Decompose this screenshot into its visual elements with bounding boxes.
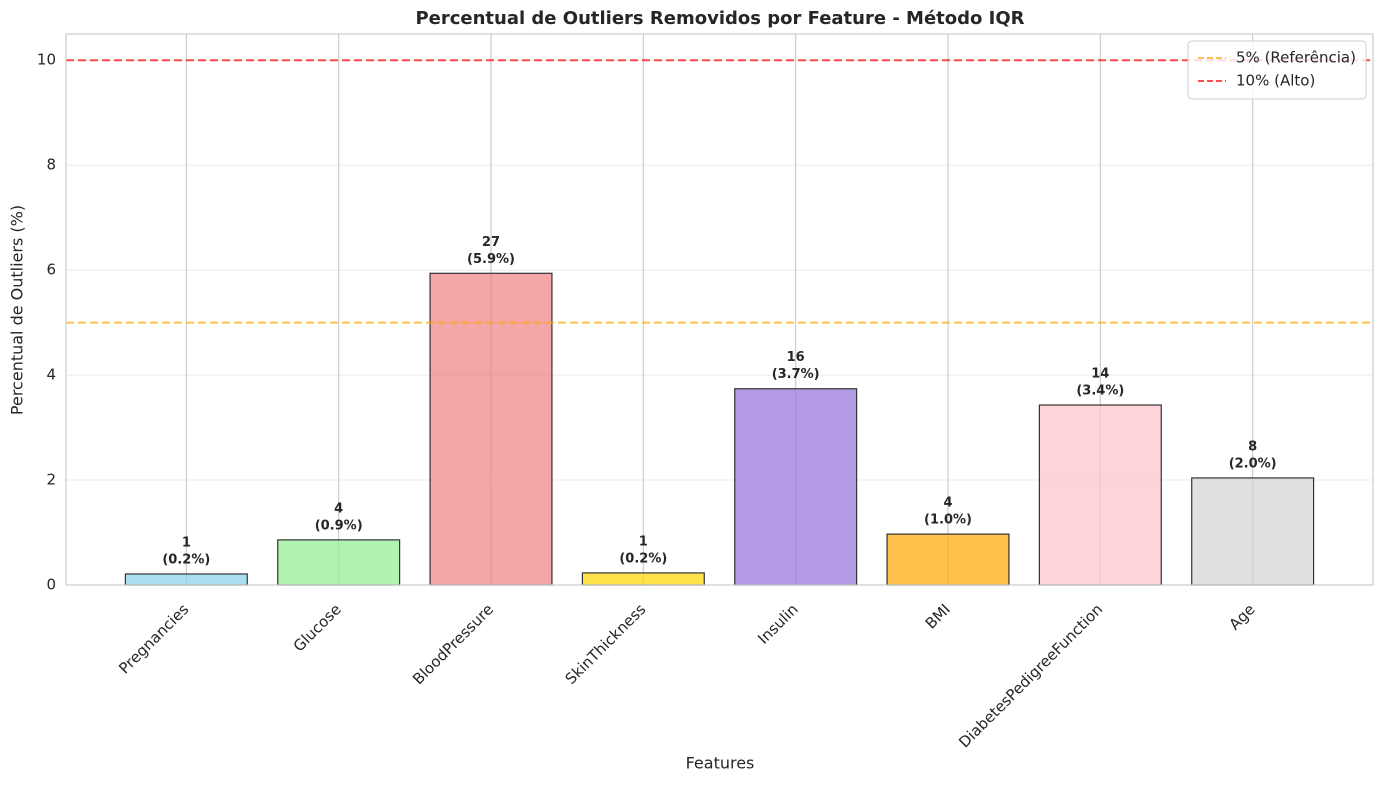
bar-value-label: (0.2%): [619, 551, 667, 566]
legend-label: 10% (Alto): [1236, 72, 1315, 90]
bar-count-label: 4: [334, 501, 343, 516]
legend-box: [1187, 40, 1367, 100]
x-axis-label: Features: [686, 754, 755, 773]
y-tick-label: 0: [46, 576, 56, 594]
bar-count-label: 1: [639, 534, 648, 549]
x-tick-label: Glucose: [290, 600, 345, 655]
bar: [1191, 477, 1315, 586]
legend-label: 5% (Referência): [1236, 49, 1356, 67]
x-tick-label: Pregnancies: [115, 600, 192, 677]
bar: [734, 388, 858, 586]
y-tick-label: 10: [37, 51, 56, 69]
bar-value-label: (1.0%): [924, 513, 972, 528]
bar-count-label: 16: [787, 350, 805, 365]
y-axis-label: Percentual de Outliers (%): [8, 205, 27, 415]
bar: [886, 533, 1010, 586]
bar-value-label: (2.0%): [1229, 456, 1277, 471]
x-tick-label: BMI: [922, 600, 954, 632]
x-tick-label: BloodPressure: [409, 600, 497, 688]
bar-value-label: (3.7%): [772, 367, 820, 382]
x-tick-label: Age: [1225, 600, 1258, 633]
bar-count-label: 1: [182, 535, 191, 550]
bar-count-label: 14: [1091, 367, 1109, 382]
y-tick-label: 2: [46, 471, 56, 489]
bar: [429, 272, 553, 586]
bar-count-label: 27: [482, 235, 500, 250]
bar-count-label: 4: [943, 496, 952, 511]
bar: [124, 573, 248, 586]
bar-value-label: (0.2%): [162, 552, 210, 567]
y-tick-label: 8: [46, 156, 56, 174]
bar-value-label: (5.9%): [467, 252, 515, 267]
x-tick-label: Insulin: [754, 600, 801, 647]
plot-frame: [65, 33, 1374, 586]
bar: [1038, 404, 1162, 586]
y-tick-label: 4: [46, 366, 56, 384]
bar-value-label: (0.9%): [315, 518, 363, 533]
bar: [277, 539, 401, 586]
bar-count-label: 8: [1248, 439, 1257, 454]
x-tick-label: SkinThickness: [562, 600, 650, 688]
bar-value-label: (3.4%): [1076, 384, 1124, 399]
x-tick-label: DiabetesPedigreeFunction: [955, 600, 1106, 751]
chart-title: Percentual de Outliers Removidos por Fea…: [415, 8, 1024, 29]
y-tick-label: 6: [46, 261, 56, 279]
bar: [581, 572, 705, 586]
